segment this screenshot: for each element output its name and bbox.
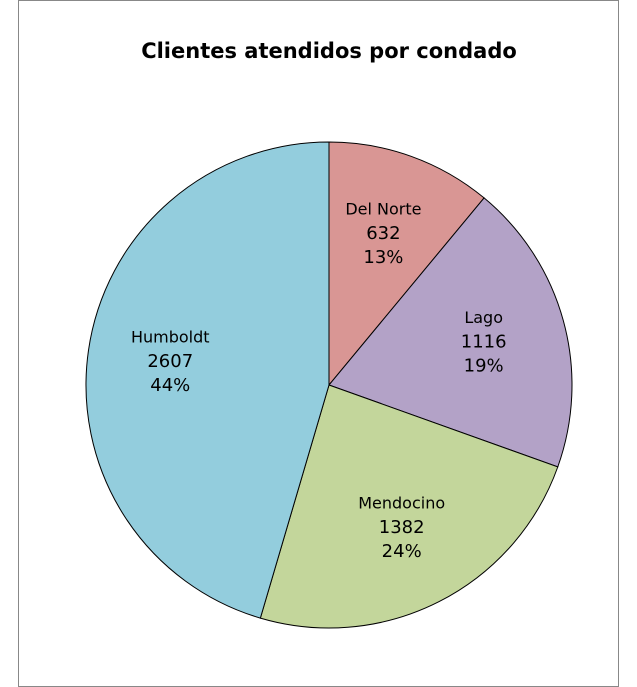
pie-slice <box>328 197 573 468</box>
pie-slice <box>85 141 330 619</box>
chart-title: Clientes atendidos por condado <box>141 39 517 63</box>
slice-value: 2607 <box>147 351 193 372</box>
slice-label: Del Norte <box>345 200 421 219</box>
slice-label: Humboldt <box>131 328 210 347</box>
slice-percent: 19% <box>464 356 504 377</box>
pie-slice <box>259 384 559 629</box>
slice-value: 632 <box>366 223 400 244</box>
slice-percent: 24% <box>382 541 422 562</box>
slice-percent: 44% <box>150 375 190 396</box>
slice-label: Lago <box>464 308 503 327</box>
slice-percent: 13% <box>363 247 403 268</box>
slice-label: Mendocino <box>358 493 445 512</box>
slice-value: 1382 <box>379 517 425 538</box>
pie-slice <box>328 141 485 387</box>
slice-value: 1116 <box>461 332 507 353</box>
